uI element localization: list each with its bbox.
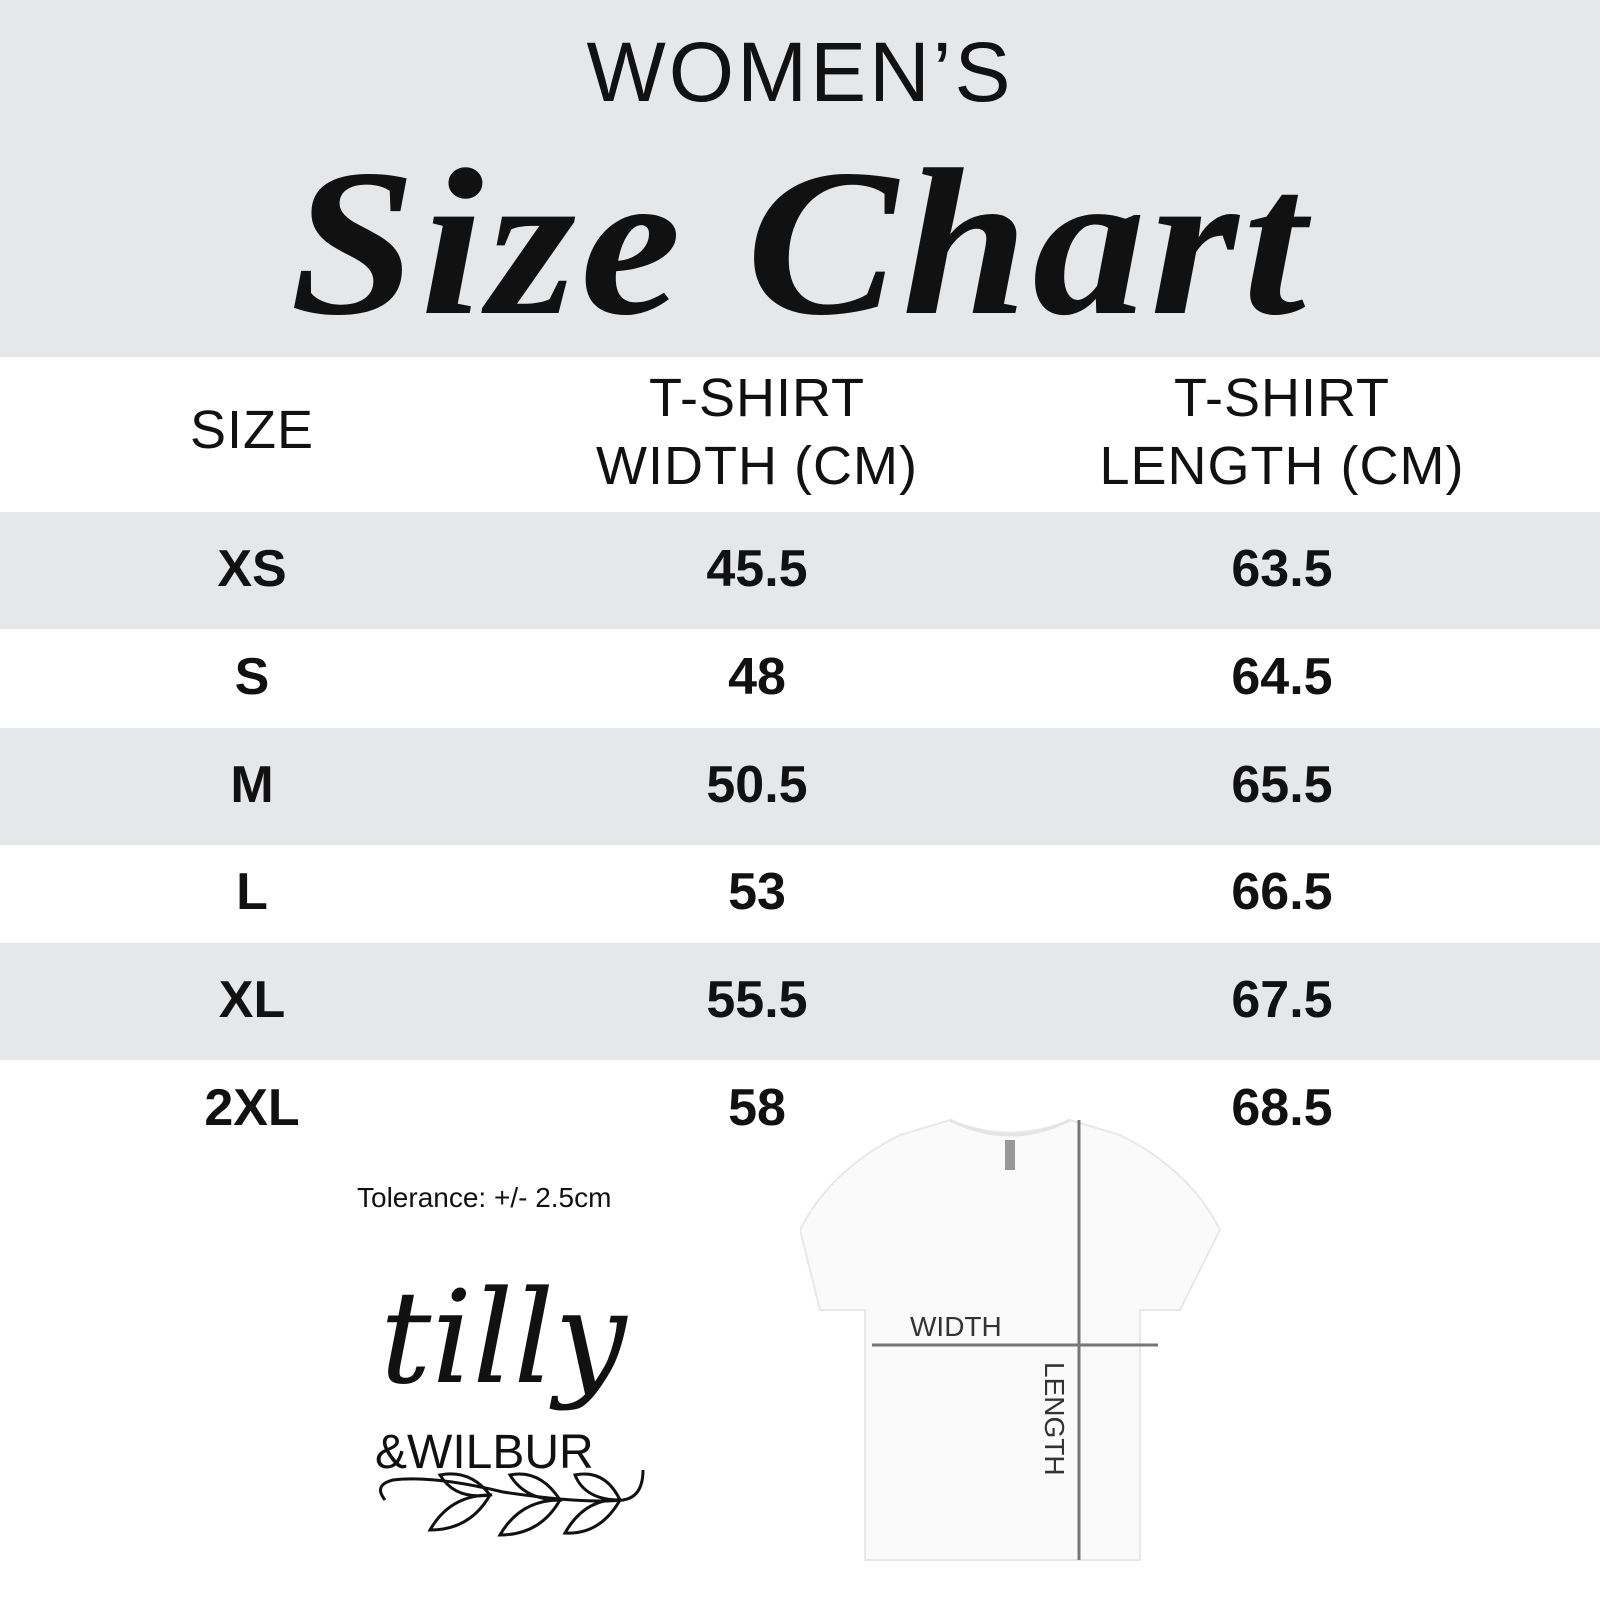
column-header-line: T-SHIRT — [648, 368, 865, 428]
length-cell: 64.5 — [1231, 647, 1333, 706]
width-cell: 48 — [728, 647, 786, 706]
length-cell: 63.5 — [1231, 539, 1333, 598]
table-row: XS 45.5 63.5 — [0, 512, 1600, 629]
table-row: 2XL 58 68.5 — [0, 1060, 1600, 1160]
length-cell: 66.5 — [1231, 863, 1333, 921]
size-cell: 2XL — [204, 1079, 300, 1137]
width-cell: 50.5 — [706, 755, 808, 814]
brand-logo: tilly &WILBUR — [375, 1264, 645, 1537]
column-header: SIZE — [190, 397, 314, 465]
width-cell: 53 — [728, 863, 786, 921]
length-cell: 67.5 — [1231, 970, 1333, 1029]
logo-wilbur: &WILBUR — [375, 1426, 594, 1479]
tshirt-tag — [1005, 1140, 1015, 1170]
width-label: WIDTH — [910, 1311, 1002, 1342]
size-cell: S — [234, 647, 270, 706]
length-cell: 65.5 — [1231, 755, 1333, 814]
tshirt-shape — [800, 1118, 1222, 1561]
logo-tilly: tilly — [380, 1264, 628, 1413]
subtitle: WOMEN’S — [586, 25, 1014, 119]
width-cell: 45.5 — [706, 539, 808, 598]
column-header-line: SIZE — [189, 400, 315, 460]
vine-icon — [379, 1469, 645, 1503]
length-cell: 68.5 — [1231, 1079, 1333, 1137]
size-cell: M — [230, 755, 274, 814]
size-cell: XL — [218, 970, 286, 1029]
column-header: T-SHIRT LENGTH (CM) — [1100, 365, 1465, 500]
width-cell: 55.5 — [706, 970, 808, 1029]
column-header-line: T-SHIRT — [1173, 368, 1391, 428]
page-title: Size Chart — [289, 127, 1311, 359]
column-header: T-SHIRT WIDTH (CM) — [596, 365, 918, 500]
table-row: M 50.5 65.5 — [0, 728, 1600, 845]
header-band — [0, 0, 1600, 357]
tshirt-collar — [949, 1118, 1071, 1137]
tshirt-diagram: WIDTH LENGTH — [800, 1118, 1222, 1561]
column-header-line: WIDTH (CM) — [596, 435, 918, 496]
table-row: XL 55.5 67.5 — [0, 943, 1600, 1060]
size-cell: XS — [217, 539, 287, 598]
table-row: L 53 66.5 — [0, 845, 1600, 943]
column-header-line: LENGTH (CM) — [1099, 435, 1465, 496]
width-cell: 58 — [728, 1079, 786, 1137]
leaf-icon — [427, 1472, 623, 1537]
tolerance-note: Tolerance: +/- 2.5cm — [357, 1182, 612, 1213]
length-label: LENGTH — [1039, 1362, 1070, 1476]
table-header-row: SIZE T-SHIRT WIDTH (CM) T-SHIRT LENGTH (CM) — [0, 357, 1600, 512]
size-cell: L — [236, 863, 268, 921]
table-row: S 48 64.5 — [0, 629, 1600, 728]
